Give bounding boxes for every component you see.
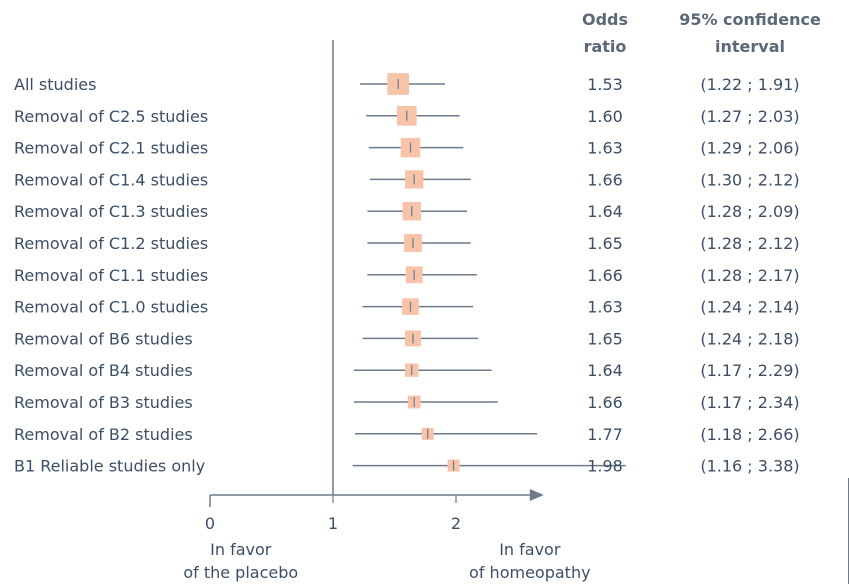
favor-placebo-line1: In favor <box>210 540 272 559</box>
row-label: B1 Reliable studies only <box>14 457 205 476</box>
odds-ratio-value: 1.77 <box>587 425 623 444</box>
odds-ratio-value: 1.63 <box>587 298 623 317</box>
row-label: Removal of C2.1 studies <box>14 139 208 158</box>
row-label: Removal of C1.1 studies <box>14 266 208 285</box>
row-label: Removal of C1.2 studies <box>14 234 208 253</box>
row-label: Removal of C2.5 studies <box>14 107 208 126</box>
odds-ratio-value: 1.63 <box>587 139 623 158</box>
odds-ratio-value: 1.64 <box>587 361 623 380</box>
header-ci-line2: interval <box>715 37 785 56</box>
ci-value: (1.18 ; 2.66) <box>700 425 799 444</box>
ci-value: (1.28 ; 2.17) <box>700 266 799 285</box>
odds-ratio-value: 1.60 <box>587 107 623 126</box>
ci-value: (1.24 ; 2.14) <box>700 298 799 317</box>
odds-ratio-value: 1.66 <box>587 170 623 189</box>
favor-homeopathy-line1: In favor <box>499 540 561 559</box>
ci-value: (1.30 ; 2.12) <box>700 170 799 189</box>
odds-ratio-value: 1.98 <box>587 457 623 476</box>
row-label: All studies <box>14 75 96 94</box>
marks-layer <box>352 73 626 472</box>
header-odds-ratio-line2: ratio <box>584 37 627 56</box>
ci-value: (1.24 ; 2.18) <box>700 329 799 348</box>
ci-value: (1.28 ; 2.12) <box>700 234 799 253</box>
x-axis: 0 1 2 In favor of the placebo In favor of home… <box>183 489 591 582</box>
row-label: Removal of B2 studies <box>14 425 193 444</box>
text-layer: Odds ratio 95% confidence interval All studi… <box>14 10 821 476</box>
ci-value: (1.17 ; 2.29) <box>700 361 799 380</box>
row-label: Removal of B6 studies <box>14 329 193 348</box>
odds-ratio-value: 1.64 <box>587 202 623 221</box>
row-label: Removal of B3 studies <box>14 393 193 412</box>
x-axis-arrowhead <box>529 489 544 501</box>
ci-value: (1.16 ; 3.38) <box>700 457 799 476</box>
ci-value: (1.22 ; 1.91) <box>700 75 799 94</box>
row-label: Removal of B4 studies <box>14 361 193 380</box>
ci-value: (1.27 ; 2.03) <box>700 107 799 126</box>
odds-ratio-value: 1.65 <box>587 329 623 348</box>
header-ci-line1: 95% confidence <box>679 10 821 29</box>
odds-ratio-value: 1.65 <box>587 234 623 253</box>
ci-value: (1.28 ; 2.09) <box>700 202 799 221</box>
row-label: Removal of C1.0 studies <box>14 298 208 317</box>
x-tick-label: 1 <box>328 514 338 533</box>
odds-ratio-value: 1.66 <box>587 266 623 285</box>
odds-ratio-value: 1.53 <box>587 75 623 94</box>
odds-ratio-value: 1.66 <box>587 393 623 412</box>
x-tick-label: 2 <box>451 514 461 533</box>
ci-value: (1.17 ; 2.34) <box>700 393 799 412</box>
ci-value: (1.29 ; 2.06) <box>700 139 799 158</box>
favor-homeopathy-line2: of homeopathy <box>469 563 591 582</box>
header-odds-ratio-line1: Odds <box>582 10 628 29</box>
favor-placebo-line2: of the placebo <box>183 563 298 582</box>
x-tick-label: 0 <box>205 514 215 533</box>
row-label: Removal of C1.4 studies <box>14 170 208 189</box>
row-label: Removal of C1.3 studies <box>14 202 208 221</box>
